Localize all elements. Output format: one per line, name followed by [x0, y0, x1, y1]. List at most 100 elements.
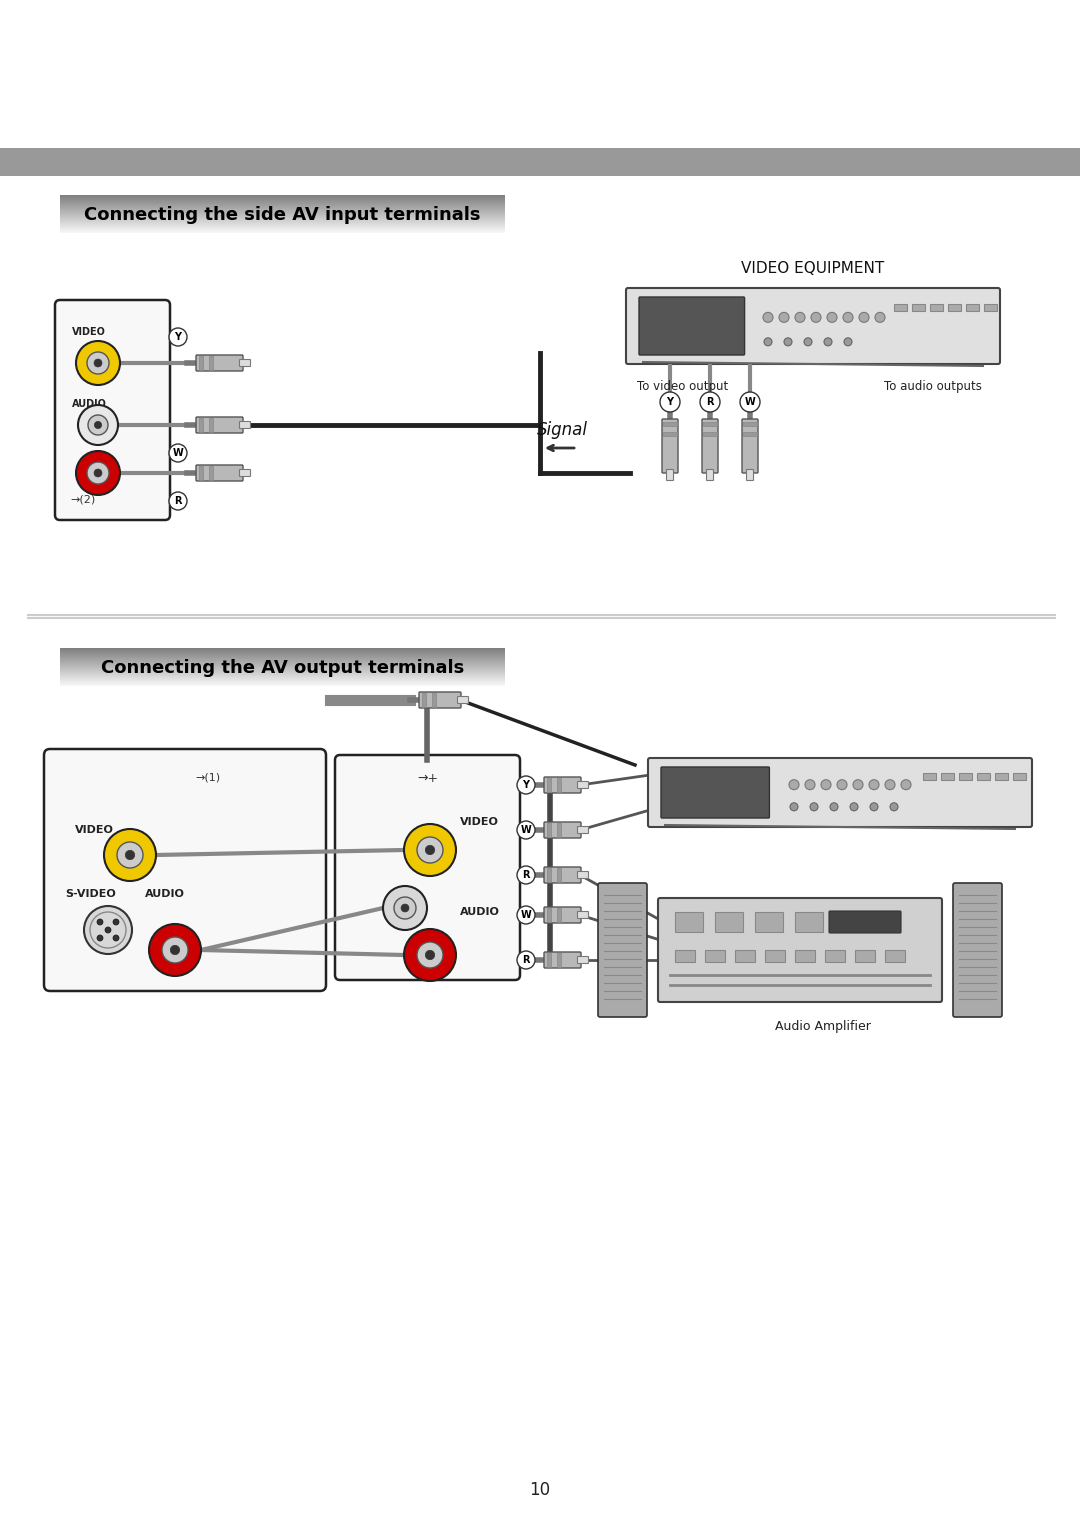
Circle shape: [517, 822, 535, 838]
Circle shape: [394, 896, 416, 919]
Text: 10: 10: [529, 1481, 551, 1500]
FancyBboxPatch shape: [578, 872, 589, 878]
Circle shape: [789, 803, 798, 811]
FancyBboxPatch shape: [458, 696, 469, 704]
Circle shape: [789, 780, 799, 789]
Bar: [923, 773, 936, 780]
Bar: [546, 867, 551, 883]
Circle shape: [426, 846, 434, 855]
Circle shape: [97, 919, 103, 925]
Bar: [546, 909, 551, 922]
Circle shape: [853, 780, 863, 789]
Circle shape: [94, 359, 102, 366]
Bar: [795, 950, 815, 962]
Bar: [703, 432, 717, 437]
FancyBboxPatch shape: [639, 296, 744, 354]
Circle shape: [660, 392, 680, 412]
FancyBboxPatch shape: [544, 777, 581, 793]
Bar: [210, 418, 213, 432]
Bar: [912, 304, 924, 312]
FancyBboxPatch shape: [578, 956, 589, 964]
Circle shape: [97, 935, 103, 941]
Circle shape: [113, 919, 119, 925]
Circle shape: [843, 337, 852, 345]
Circle shape: [84, 906, 132, 954]
Circle shape: [417, 942, 443, 968]
Circle shape: [87, 463, 109, 484]
Bar: [199, 356, 203, 370]
Circle shape: [78, 405, 118, 444]
Bar: [948, 304, 961, 312]
Bar: [663, 432, 677, 437]
Bar: [432, 693, 436, 707]
Circle shape: [125, 851, 135, 860]
Text: R: R: [523, 870, 530, 880]
FancyBboxPatch shape: [240, 421, 251, 429]
Circle shape: [517, 776, 535, 794]
Bar: [199, 418, 203, 432]
Circle shape: [426, 950, 434, 959]
Circle shape: [76, 450, 120, 495]
Text: Connecting the side AV input terminals: Connecting the side AV input terminals: [84, 206, 481, 224]
Circle shape: [831, 803, 838, 811]
Circle shape: [76, 341, 120, 385]
Circle shape: [517, 906, 535, 924]
Bar: [557, 777, 561, 793]
Circle shape: [740, 392, 760, 412]
Bar: [199, 466, 203, 479]
Text: Y: Y: [666, 397, 674, 408]
FancyBboxPatch shape: [544, 867, 581, 883]
Bar: [995, 773, 1008, 780]
FancyBboxPatch shape: [626, 289, 1000, 363]
Circle shape: [804, 337, 812, 345]
Bar: [825, 950, 845, 962]
Circle shape: [779, 313, 789, 322]
Circle shape: [94, 469, 102, 476]
Bar: [966, 304, 978, 312]
Text: VIDEO: VIDEO: [460, 817, 499, 828]
Text: →+: →+: [417, 773, 438, 785]
Circle shape: [168, 492, 187, 510]
Bar: [546, 823, 551, 837]
Text: W: W: [744, 397, 755, 408]
Bar: [984, 304, 997, 312]
Circle shape: [417, 837, 443, 863]
FancyBboxPatch shape: [661, 767, 769, 818]
FancyBboxPatch shape: [648, 757, 1032, 828]
Bar: [894, 304, 907, 312]
Text: W: W: [521, 910, 531, 919]
FancyBboxPatch shape: [44, 750, 326, 991]
Circle shape: [105, 927, 111, 933]
Bar: [557, 823, 561, 837]
Circle shape: [113, 935, 119, 941]
Circle shape: [168, 328, 187, 347]
FancyBboxPatch shape: [666, 469, 674, 481]
Circle shape: [843, 313, 853, 322]
Circle shape: [901, 780, 912, 789]
Text: S-VIDEO: S-VIDEO: [65, 889, 116, 899]
Circle shape: [824, 337, 832, 345]
Circle shape: [404, 825, 456, 876]
Circle shape: [87, 415, 108, 435]
Circle shape: [764, 337, 772, 345]
FancyBboxPatch shape: [706, 469, 714, 481]
FancyBboxPatch shape: [240, 469, 251, 476]
Circle shape: [104, 829, 156, 881]
Bar: [663, 421, 677, 426]
Circle shape: [827, 313, 837, 322]
Bar: [557, 909, 561, 922]
FancyBboxPatch shape: [55, 299, 170, 521]
Circle shape: [149, 924, 201, 976]
Text: VIDEO: VIDEO: [75, 825, 113, 835]
Circle shape: [870, 803, 878, 811]
Bar: [930, 304, 943, 312]
Bar: [715, 912, 743, 931]
Circle shape: [383, 886, 427, 930]
FancyBboxPatch shape: [746, 469, 754, 481]
Bar: [675, 912, 703, 931]
Circle shape: [885, 780, 895, 789]
Circle shape: [517, 866, 535, 884]
Text: W: W: [173, 447, 184, 458]
Circle shape: [168, 444, 187, 463]
FancyBboxPatch shape: [598, 883, 647, 1017]
